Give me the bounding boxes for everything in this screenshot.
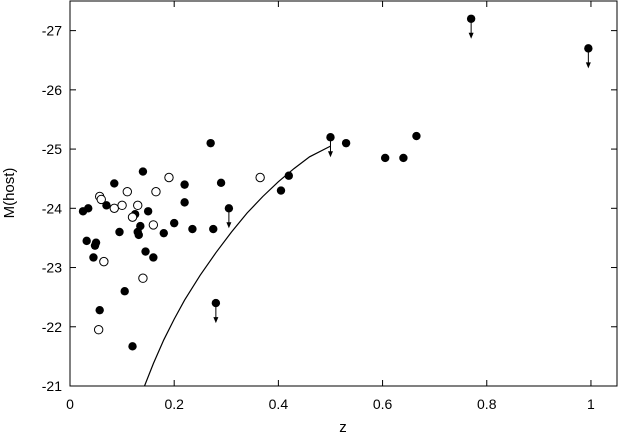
upper-limit-arrow-head [213, 317, 219, 324]
x-tick-label: 1 [587, 396, 595, 412]
y-tick-label: -26 [42, 82, 62, 98]
y-tick-label: -22 [42, 319, 62, 335]
x-tick-label: 0.2 [164, 396, 184, 412]
filled-circle-point [206, 138, 215, 148]
y-tick-label: -23 [42, 260, 62, 276]
filled-circle-point [82, 236, 91, 246]
filled-circle-point [180, 180, 189, 189]
filled-circle-point [143, 207, 153, 216]
filled-circle-point [110, 179, 119, 188]
open-circle-point [133, 200, 143, 211]
filled-circle-point [115, 227, 124, 237]
filled-circle-point [276, 186, 286, 195]
x-tick-label: 0 [66, 396, 74, 412]
upper-limit-arrow-head [226, 222, 232, 229]
open-circle-point [164, 172, 174, 183]
plot-frame [69, 0, 618, 387]
filled-circle-point [216, 178, 226, 188]
filled-circle-point [341, 138, 351, 148]
open-circle-point [138, 273, 148, 283]
filled-circle-point [209, 224, 218, 234]
y-axis-label: M(host) [1, 168, 18, 219]
y-tick-label: -27 [42, 23, 62, 39]
filled-circle-point [102, 201, 111, 210]
filled-circle-point [89, 253, 98, 262]
x-tick-label: 0.4 [269, 396, 289, 412]
y-tick-label: -21 [42, 378, 62, 394]
open-circle-point [93, 325, 104, 335]
filled-circle-point [120, 287, 129, 296]
filled-circle-point [95, 305, 104, 315]
upper-limit-arrow-head [585, 62, 591, 69]
filled-circle-point [180, 198, 189, 207]
filled-circle-point [188, 224, 197, 234]
open-circle-point [127, 212, 138, 222]
filled-circle-point [412, 131, 421, 141]
filled-circle-point [149, 253, 158, 262]
open-circle-point [109, 203, 119, 214]
filled-circle-point [134, 230, 143, 240]
open-circle-point [255, 172, 265, 183]
filled-circle-point [138, 167, 148, 176]
data-marks [78, 14, 593, 351]
x-tick-label: 0.8 [477, 396, 497, 412]
open-circle-point [151, 187, 161, 197]
axis-ticks: 0 0.2 0.4 0.6 0.8 1 -27 -26 -25 -24 -23 -22 -21 [42, 1, 617, 412]
filled-circle-point [128, 342, 137, 351]
open-circle-point [117, 200, 127, 211]
upper-limit-arrow-head [327, 151, 333, 158]
filled-circle-point [284, 171, 293, 180]
upper-limit-point [211, 298, 221, 308]
open-circle-point [96, 194, 106, 205]
x-tick-label: 0.6 [373, 396, 393, 412]
selection-limit-curve [143, 145, 331, 387]
filled-circle-point [159, 228, 168, 238]
filled-circle-point [90, 241, 100, 250]
open-circle-point [122, 187, 133, 197]
open-circle-point [148, 220, 159, 230]
y-tick-label: -25 [42, 141, 62, 157]
filled-circle-point [380, 153, 390, 163]
filled-circle-point [84, 204, 93, 213]
open-circle-point [99, 256, 109, 267]
y-tick-label: -24 [42, 200, 62, 216]
filled-circle-point [136, 221, 145, 231]
curve-layer [143, 145, 331, 387]
upper-limit-arrow-head [468, 32, 474, 39]
filled-circle-point [169, 218, 179, 228]
x-axis-label: z [339, 419, 347, 436]
filled-circle-point [141, 247, 150, 256]
filled-circle-point [399, 153, 408, 163]
